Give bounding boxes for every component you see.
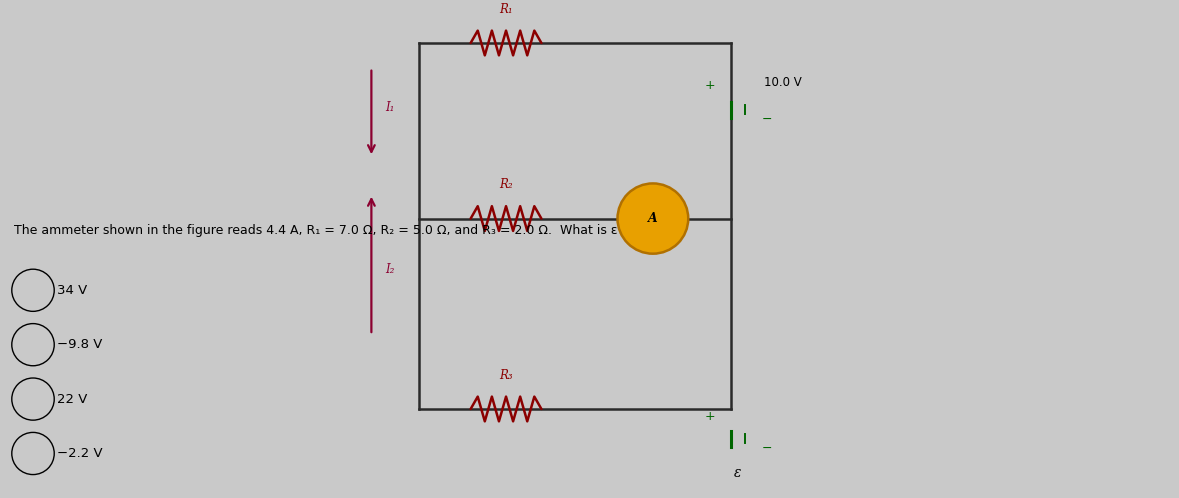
Text: −2.2 V: −2.2 V — [57, 447, 103, 460]
Text: +: + — [704, 410, 716, 423]
Text: R₂: R₂ — [499, 178, 513, 191]
Text: R₁: R₁ — [499, 3, 513, 16]
Text: ε: ε — [735, 466, 742, 481]
Text: I₁: I₁ — [386, 101, 395, 114]
Text: R₃: R₃ — [499, 369, 513, 382]
Text: 22 V: 22 V — [57, 392, 87, 405]
Text: I₂: I₂ — [386, 263, 395, 276]
Text: −9.8 V: −9.8 V — [57, 338, 101, 351]
Text: −: − — [762, 442, 772, 455]
Ellipse shape — [618, 183, 689, 253]
Text: −: − — [762, 113, 772, 126]
Text: A: A — [648, 212, 658, 225]
Text: 10.0 V: 10.0 V — [764, 76, 802, 90]
Text: The ammeter shown in the figure reads 4.4 A, R₁ = 7.0 Ω, R₂ = 5.0 Ω, and R₃ = 2.: The ammeter shown in the figure reads 4.… — [14, 225, 624, 238]
Text: 34 V: 34 V — [57, 284, 87, 297]
Text: +: + — [704, 79, 716, 92]
